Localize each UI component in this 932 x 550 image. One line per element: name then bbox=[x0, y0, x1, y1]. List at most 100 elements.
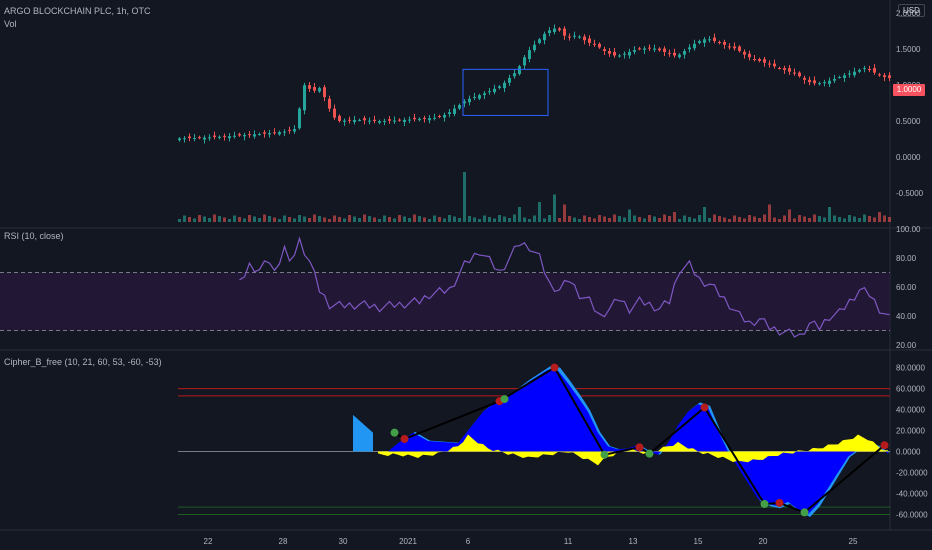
candle-body bbox=[298, 108, 301, 129]
volume-bar bbox=[353, 216, 356, 222]
candle-body bbox=[373, 119, 376, 122]
candle-body bbox=[438, 116, 441, 118]
candle-body bbox=[593, 43, 596, 45]
candle-body bbox=[803, 77, 806, 80]
cipher-tick-label: 40.0000 bbox=[896, 406, 925, 415]
volume-bar bbox=[373, 217, 376, 222]
cipher-tick-label: 0.0000 bbox=[896, 448, 921, 457]
volume-bar bbox=[838, 217, 841, 222]
grid-lines bbox=[0, 0, 932, 531]
wavetrend-area bbox=[378, 369, 888, 515]
rsi-pane[interactable] bbox=[0, 236, 890, 338]
candle-body bbox=[703, 39, 706, 43]
volume-bar bbox=[548, 215, 551, 222]
buy-cross-dot bbox=[760, 500, 769, 509]
volume-bar bbox=[383, 215, 386, 222]
volume-label: Vol bbox=[4, 19, 17, 29]
volume-bar bbox=[393, 218, 396, 222]
candle-body bbox=[223, 135, 226, 137]
volume-bar bbox=[708, 218, 711, 222]
candle-body bbox=[388, 119, 391, 121]
price-axes: 2.0000 1.5000 1.0000 0.5000 0.0000 -0.5000 100… bbox=[204, 9, 929, 546]
volume-bar bbox=[763, 214, 766, 222]
candle-body bbox=[868, 68, 871, 70]
candle-body bbox=[403, 119, 406, 123]
sell-cross-dot bbox=[635, 443, 644, 452]
volume-bar bbox=[693, 218, 696, 222]
price-tick-label: 0.5000 bbox=[896, 117, 921, 126]
volume-bar bbox=[408, 218, 411, 222]
volume-bar bbox=[843, 218, 846, 222]
candle-body bbox=[498, 86, 501, 88]
volume-bar bbox=[828, 207, 831, 222]
cipher-pane[interactable] bbox=[178, 363, 890, 517]
volume-bar bbox=[378, 219, 381, 222]
candle-body bbox=[858, 69, 861, 72]
volume-bar bbox=[498, 215, 501, 222]
volume-bar bbox=[558, 218, 561, 222]
volume-bar bbox=[588, 217, 591, 222]
volume-bar bbox=[228, 219, 231, 222]
volume-bar bbox=[433, 215, 436, 222]
candle-body bbox=[668, 52, 671, 54]
volume-bar bbox=[858, 218, 861, 222]
currency-badge[interactable]: USD bbox=[898, 4, 925, 17]
candle-body bbox=[293, 129, 296, 132]
candle-body bbox=[718, 41, 721, 43]
candle-body bbox=[313, 87, 316, 91]
volume-bar bbox=[398, 215, 401, 222]
candle-body bbox=[453, 108, 456, 114]
candle-body bbox=[428, 118, 431, 121]
candle-body bbox=[598, 43, 601, 48]
candle-body bbox=[208, 137, 211, 139]
candle-body bbox=[648, 47, 651, 49]
volume-bar bbox=[443, 218, 446, 222]
volume-bar bbox=[368, 216, 371, 222]
volume-bar bbox=[613, 214, 616, 222]
candle-body bbox=[493, 88, 496, 93]
candle-body bbox=[688, 47, 691, 50]
candle-body bbox=[733, 46, 736, 49]
volume-bar bbox=[783, 215, 786, 222]
candle-body bbox=[203, 137, 206, 140]
volume-bar bbox=[213, 214, 216, 222]
volume-bar bbox=[268, 216, 271, 222]
candle-body bbox=[418, 118, 421, 121]
volume-bar bbox=[533, 215, 536, 222]
candle-body bbox=[628, 51, 631, 56]
candle-body bbox=[778, 68, 781, 70]
candle-body bbox=[398, 119, 401, 121]
candle-body bbox=[358, 119, 361, 121]
candle-body bbox=[758, 59, 761, 61]
candle-body bbox=[228, 136, 231, 139]
volume-bar bbox=[538, 202, 541, 222]
volume-bar bbox=[388, 217, 391, 222]
sell-cross-dot bbox=[550, 363, 559, 372]
volume-bar bbox=[513, 214, 516, 222]
candle-body bbox=[248, 134, 251, 136]
volume-bar bbox=[208, 218, 211, 222]
volume-bar bbox=[338, 217, 341, 222]
volume-bar bbox=[198, 215, 201, 222]
volume-bar bbox=[438, 217, 441, 222]
candle-body bbox=[683, 51, 686, 55]
candle-body bbox=[548, 30, 551, 34]
volume-bar bbox=[463, 172, 466, 222]
cipher-tick-label: 60.0000 bbox=[896, 385, 925, 394]
volume-bar bbox=[863, 214, 866, 222]
time-tick-label: 22 bbox=[204, 537, 213, 546]
volume-bar bbox=[278, 219, 281, 222]
volume-bar bbox=[243, 218, 246, 222]
candle-body bbox=[558, 28, 561, 31]
price-pane[interactable] bbox=[178, 24, 891, 222]
candle-body bbox=[608, 51, 611, 54]
candle-body bbox=[798, 72, 801, 77]
volume-bar bbox=[233, 215, 236, 222]
candle-body bbox=[553, 28, 556, 33]
candle-body bbox=[433, 117, 436, 119]
volume-bar bbox=[743, 218, 746, 222]
volume-bar bbox=[688, 217, 691, 222]
volume-bar bbox=[778, 219, 781, 222]
candle-body bbox=[833, 78, 836, 81]
